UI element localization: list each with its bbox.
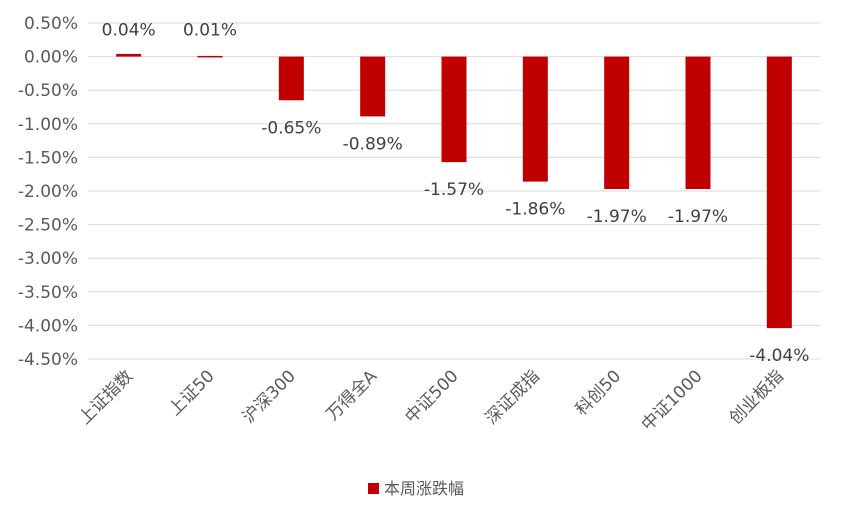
data-label: -0.65% bbox=[261, 118, 321, 138]
legend: 本周涨跌幅 bbox=[368, 479, 464, 498]
data-label: 0.01% bbox=[183, 21, 237, 41]
x-tick-label: 万得全A bbox=[323, 366, 382, 425]
bar bbox=[685, 56, 711, 189]
x-tick-label: 上证指数 bbox=[75, 366, 137, 428]
y-tick-label: -2.50% bbox=[18, 216, 78, 236]
data-label: -1.86% bbox=[505, 200, 565, 220]
data-labels: 0.04% 0.01% -0.65% -0.89% -1.57% -1.86% -1.97%… bbox=[102, 21, 810, 366]
x-tick-label: 科创50 bbox=[572, 366, 625, 419]
y-tick-label: -4.50% bbox=[18, 350, 78, 370]
y-tick-label: -4.00% bbox=[18, 316, 78, 336]
data-label: -1.97% bbox=[587, 207, 647, 227]
data-label: -1.97% bbox=[668, 207, 728, 227]
y-tick-label: -1.50% bbox=[18, 148, 78, 168]
bar bbox=[522, 56, 548, 182]
x-tick-label: 深证成指 bbox=[482, 366, 544, 428]
x-tick-label: 创业板指 bbox=[726, 366, 788, 428]
y-tick-label: -1.00% bbox=[18, 115, 78, 135]
bar bbox=[766, 56, 792, 329]
y-tick-label: -3.50% bbox=[18, 283, 78, 303]
y-tick-label: 0.50% bbox=[24, 14, 78, 34]
x-tick-label: 沪深300 bbox=[239, 366, 300, 427]
data-label: -4.04% bbox=[749, 346, 809, 366]
legend-swatch bbox=[368, 483, 379, 494]
bar bbox=[441, 56, 467, 163]
y-tick-label: -2.00% bbox=[18, 182, 78, 202]
x-tick-label: 中证1000 bbox=[638, 366, 707, 435]
y-tick-label: -0.50% bbox=[18, 81, 78, 101]
bars bbox=[116, 53, 792, 329]
data-label: 0.04% bbox=[102, 21, 156, 41]
y-axis: 0.50% 0.00% -0.50% -1.00% -1.50% -2.00% -2.50%… bbox=[18, 14, 78, 370]
bar bbox=[604, 56, 630, 189]
data-label: -1.57% bbox=[424, 180, 484, 200]
bar bbox=[278, 56, 304, 101]
legend-label: 本周涨跌幅 bbox=[384, 479, 464, 498]
bar bbox=[197, 55, 223, 58]
y-tick-label: -3.00% bbox=[18, 249, 78, 269]
bar bbox=[116, 53, 142, 57]
y-tick-label: 0.00% bbox=[24, 48, 78, 68]
x-tick-label: 中证500 bbox=[401, 366, 462, 427]
data-label: -0.89% bbox=[343, 134, 403, 154]
bar bbox=[360, 56, 386, 117]
x-tick-label: 上证50 bbox=[165, 366, 218, 419]
x-axis: 上证指数 上证50 沪深300 万得全A 中证500 深证成指 科创50 中证1000 创业板指 bbox=[75, 366, 788, 435]
